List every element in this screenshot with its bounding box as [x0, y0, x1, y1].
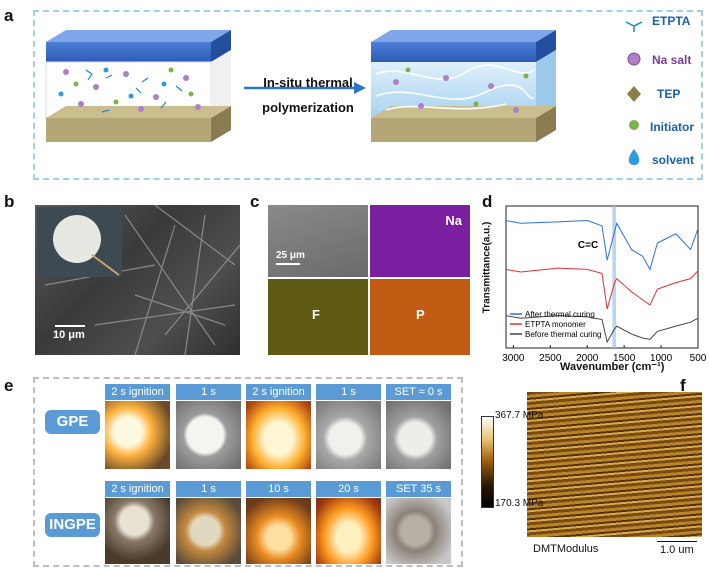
edx-label-p: P: [416, 307, 425, 322]
ftir-series-2: [505, 267, 699, 310]
scale-label-c: 25 μm: [276, 250, 305, 261]
edx-label-na: Na: [445, 213, 462, 228]
afm-scale-label: 1.0 um: [660, 544, 694, 556]
edx-map-f: F: [268, 279, 368, 355]
gpe-photo-1: [105, 401, 170, 469]
legend-tep: TEP: [657, 87, 681, 101]
ftir-series-3: [505, 315, 699, 344]
ftir-xtick-1500: 1500: [613, 353, 636, 364]
gpe-photo-5: [386, 401, 451, 469]
afm-channel-label: DMTModulus: [533, 543, 599, 555]
ftir-xtick-2500: 2500: [539, 353, 562, 364]
legend-solvent: solvent: [652, 153, 695, 167]
sem-image-b: 10 μm: [35, 205, 240, 355]
ingpe-photo-2: [176, 498, 241, 564]
panel-e-frame: [33, 377, 463, 567]
membrane-photo-inset: [37, 207, 122, 277]
gpe-photo-3: [246, 401, 311, 469]
scalebar-b: [55, 325, 85, 327]
edx-map-p: P: [370, 279, 470, 355]
ingpe-photo-1: [105, 498, 170, 564]
ingpe-frame-3-label: 10 s: [246, 481, 311, 497]
gpe-photo-2: [176, 401, 241, 469]
edx-label-f: F: [312, 307, 320, 322]
ingpe-frame-1-label: 2 s ignition: [105, 481, 170, 497]
ingpe-photo-5: [386, 498, 451, 564]
gpe-frame-2-label: 1 s: [176, 384, 241, 400]
ingpe-frame-5-label: SET 35 s: [386, 481, 451, 497]
gpe-frame-3-label: 2 s ignition: [246, 384, 311, 400]
legend-initiator: Initiator: [650, 120, 694, 134]
legend-etpta: ETPTA: [652, 14, 691, 28]
panel-label-d: d: [482, 192, 493, 211]
ftir-xlabel: Wavenumber (cm⁻¹): [560, 361, 665, 373]
row-label-ingpe: INGPE: [45, 513, 100, 537]
ftir-legend-label: Before thermal curing: [525, 330, 601, 339]
arrow-text-2: polymerization: [262, 100, 354, 115]
ftir-ylabel-wrap: Transmittance(a.u.): [480, 218, 494, 328]
cc-annotation: C=C: [578, 240, 598, 251]
ftir-xtick-500: 500: [690, 353, 706, 364]
ftir-chart: C=C 3000 2500 2000 1500 1000 500 After thermal …: [502, 205, 706, 364]
ingpe-frame-4-label: 20 s: [316, 481, 381, 497]
scale-label-b: 10 μm: [53, 329, 85, 341]
panel-label-c: c: [250, 192, 260, 211]
panel-label-e: e: [4, 376, 14, 395]
gpe-frame-4-label: 1 s: [316, 384, 381, 400]
panel-label-b: b: [4, 192, 15, 211]
gpe-frame-5-label: SET ≈ 0 s: [386, 384, 451, 400]
panel-label-f: f: [680, 376, 686, 395]
ingpe-photo-4: [316, 498, 381, 564]
colorbar-min: 170.3 MPa: [495, 498, 544, 509]
scalebar-c: [276, 263, 300, 265]
afm-modulus-map: [527, 392, 702, 537]
edx-map-na: Na: [370, 205, 470, 277]
ingpe-frame-2-label: 1 s: [176, 481, 241, 497]
colorbar-max: 367.7 MPa: [495, 410, 544, 421]
ftir-xtick-1000: 1000: [650, 353, 673, 364]
ftir-xtick-3000: 3000: [502, 353, 525, 364]
ftir-series-1: [505, 220, 699, 271]
ftir-legend-label: ETPTA monomer: [525, 320, 586, 329]
schematic-battery: [45, 21, 643, 165]
arrow-text-1: In-situ thermal: [263, 75, 353, 90]
ftir-ylabel: Transmittance(a.u.): [481, 221, 493, 314]
ingpe-photo-3: [246, 498, 311, 564]
gpe-frame-1-label: 2 s ignition: [105, 384, 170, 400]
ftir-xtick-2000: 2000: [576, 353, 599, 364]
panel-a-frame: [33, 10, 703, 180]
panel-label-a: a: [4, 6, 14, 25]
legend-na-salt: Na salt: [652, 53, 692, 67]
fiber-texture: [44, 205, 240, 355]
sem-image-c: 25 μm: [268, 205, 368, 277]
gpe-photo-4: [316, 401, 381, 469]
afm-scalebar: [657, 541, 697, 542]
modulus-colorbar: [481, 416, 494, 508]
cc-highlight-band: [612, 206, 617, 348]
row-label-gpe: GPE: [45, 410, 100, 434]
ftir-plot-frame: [505, 205, 699, 349]
ftir-legend-label: After thermal curing: [525, 310, 595, 319]
